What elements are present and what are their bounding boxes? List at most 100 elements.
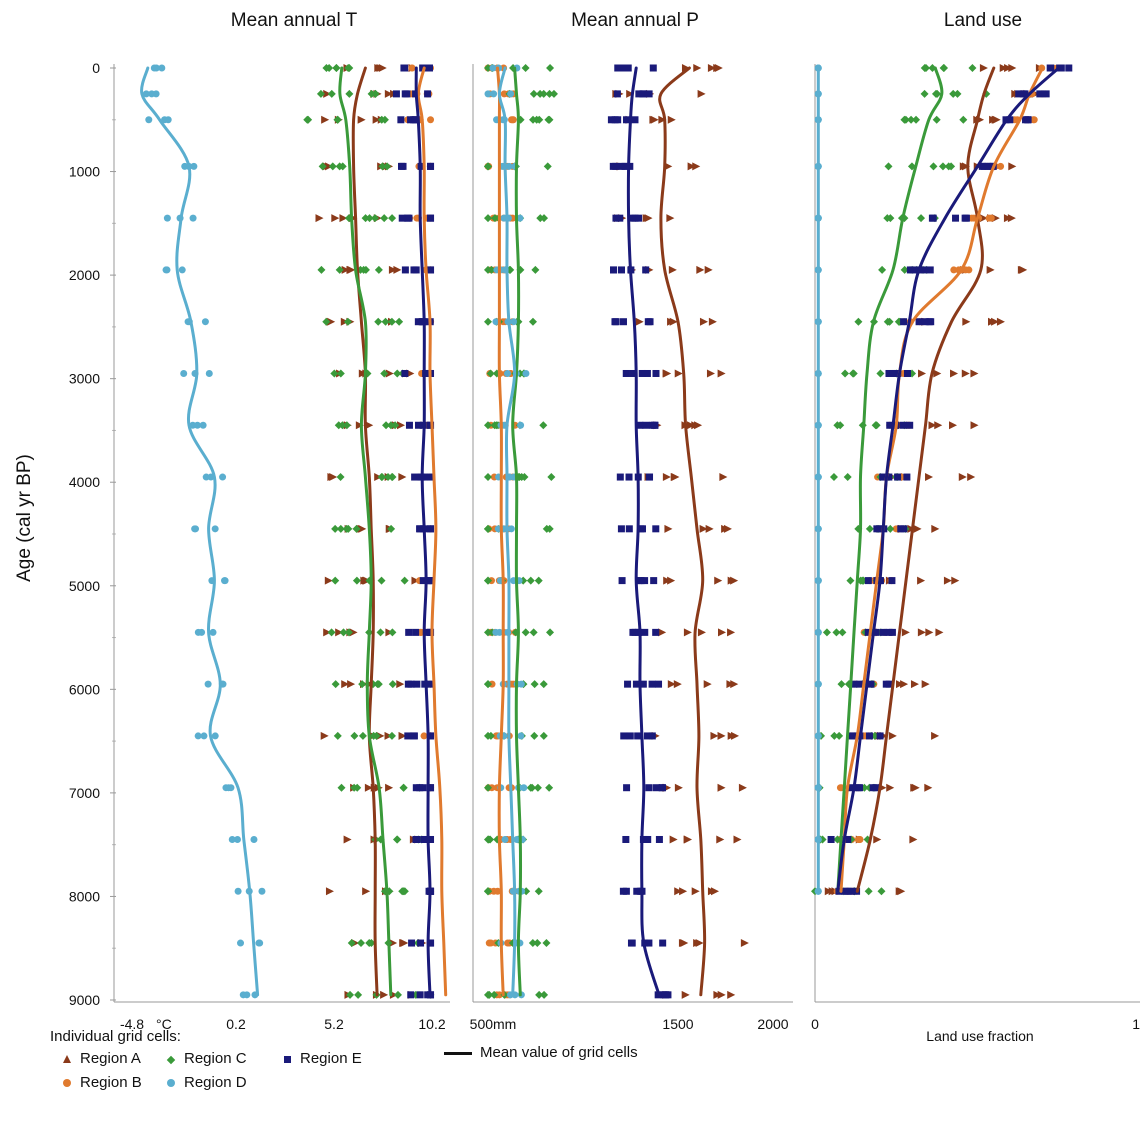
diamond-marker (933, 89, 942, 98)
square-marker (397, 116, 405, 124)
triangle-marker (717, 731, 726, 740)
square-marker (643, 732, 651, 740)
circle-marker (492, 318, 500, 326)
square-marker (645, 90, 653, 98)
diamond-marker (484, 421, 492, 430)
square-marker (645, 784, 653, 792)
square-marker (625, 525, 633, 533)
circle-marker (191, 525, 199, 533)
diamond-marker (381, 317, 390, 326)
square-marker (885, 473, 893, 481)
triangle-marker-icon (63, 1055, 71, 1063)
triangle-marker (951, 576, 960, 585)
diamond-marker (318, 162, 327, 171)
circle-marker (225, 784, 233, 792)
square-marker (894, 369, 902, 377)
circle-marker (150, 64, 158, 72)
square-marker (646, 473, 654, 481)
panel-title: Mean annual T (231, 10, 358, 31)
x-tick-label: 1 (1132, 1016, 1140, 1032)
square-marker (424, 90, 432, 98)
panel-title: Land use (944, 10, 1022, 31)
circle-marker (505, 162, 513, 170)
square-marker (427, 732, 435, 740)
triangle-marker (699, 317, 708, 326)
triangle-marker (961, 369, 970, 378)
circle-marker (987, 214, 995, 222)
diamond-marker (900, 115, 909, 124)
circle-marker (997, 162, 1005, 170)
mean-line-region-e (626, 66, 661, 997)
square-marker (641, 577, 649, 585)
square-marker (414, 421, 422, 429)
triangle-marker (674, 887, 683, 896)
square-marker (864, 577, 872, 585)
square-marker (639, 680, 647, 688)
square-marker (392, 90, 400, 98)
diamond-marker (382, 421, 391, 430)
square-marker (885, 680, 893, 688)
diamond-marker (303, 115, 312, 124)
diamond-marker (846, 576, 855, 585)
square-marker (425, 64, 433, 72)
square-marker (401, 64, 409, 72)
square-marker (419, 577, 427, 585)
diamond-marker (383, 162, 392, 171)
diamond-marker (342, 421, 351, 430)
diamond-marker (526, 576, 535, 585)
square-marker (427, 680, 435, 688)
square-marker (617, 525, 625, 533)
square-marker (427, 939, 435, 947)
diamond-marker (920, 64, 929, 72)
diamond-marker (370, 214, 379, 223)
triangle-marker (388, 265, 397, 274)
square-marker (652, 784, 660, 792)
square-marker (921, 318, 929, 326)
diamond-marker (864, 887, 873, 896)
triangle-marker (693, 939, 702, 948)
diamond-marker (331, 524, 340, 533)
square-marker (631, 116, 639, 124)
diamond-marker (378, 162, 387, 171)
circle-marker (489, 64, 497, 72)
square-marker (412, 835, 420, 843)
square-marker (612, 214, 620, 222)
triangle-marker (931, 524, 940, 533)
square-marker (1019, 90, 1027, 98)
triangle-marker (399, 939, 408, 948)
triangle-marker (917, 576, 926, 585)
square-marker (876, 525, 884, 533)
triangle-marker (959, 162, 968, 171)
triangle-marker (362, 887, 371, 896)
triangle-marker (710, 731, 719, 740)
diamond-marker (388, 214, 397, 223)
square-marker (417, 939, 425, 947)
diamond-marker (335, 265, 344, 274)
mean-line-region-e (414, 66, 432, 997)
diamond-marker (907, 115, 916, 124)
triangle-marker (913, 524, 922, 533)
square-marker (607, 116, 615, 124)
square-marker (637, 525, 645, 533)
diamond-marker (837, 680, 846, 689)
square-marker (885, 369, 893, 377)
mean-line-region-b (496, 66, 505, 997)
diamond-marker (346, 990, 355, 999)
legend-item-region-a: Region A (58, 1050, 141, 1067)
circle-marker (488, 680, 496, 688)
triangle-marker (692, 162, 701, 171)
triangle-marker (674, 369, 683, 378)
diamond-marker (387, 473, 396, 482)
diamond-marker (545, 783, 554, 792)
triangle-marker (396, 680, 405, 689)
mean-line-region-c (338, 66, 393, 997)
triangle-marker (396, 421, 405, 430)
y-tick-label: 5000 (69, 578, 100, 594)
triangle-marker (911, 783, 920, 792)
triangle-marker (935, 628, 944, 637)
circle-marker (965, 266, 973, 274)
triangle-marker (347, 265, 356, 274)
diamond-marker (336, 369, 345, 378)
square-marker (636, 421, 644, 429)
diamond-marker (393, 990, 402, 999)
